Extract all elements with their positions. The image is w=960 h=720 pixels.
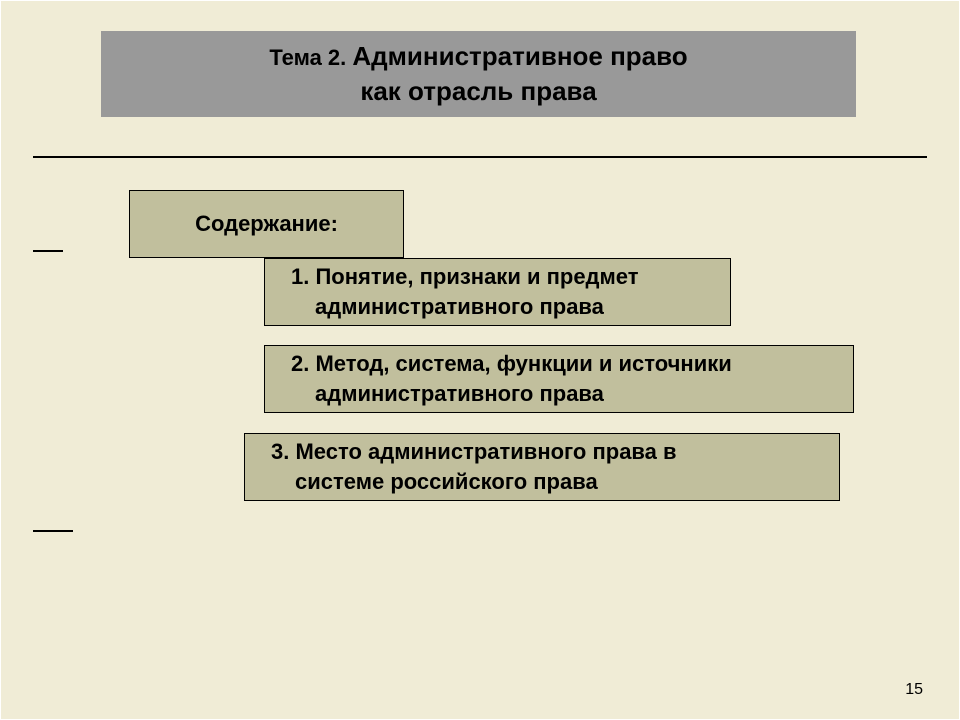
content-item-2-line2: административного права <box>291 379 853 409</box>
content-item-3: 3. Место административного права в систе… <box>244 433 840 501</box>
contents-label: Содержание: <box>195 211 338 237</box>
horizontal-rule <box>33 156 927 158</box>
title-line-2: как отрасль права <box>360 74 596 109</box>
content-item-2: 2. Метод, система, функции и источники а… <box>264 345 854 413</box>
contents-label-box: Содержание: <box>129 190 404 258</box>
title-bar: Тема 2. Административное право как отрас… <box>101 31 856 117</box>
content-item-3-line1: 3. Место административного права в <box>271 437 839 467</box>
content-item-2-line1: 2. Метод, система, функции и источники <box>291 349 853 379</box>
content-item-3-line2: системе российского права <box>271 467 839 497</box>
title-prefix: Тема 2. <box>269 45 352 70</box>
title-line-1: Тема 2. Административное право <box>269 39 687 74</box>
page-number: 15 <box>905 681 923 699</box>
slide: Тема 2. Административное право как отрас… <box>1 1 959 719</box>
content-item-1-line1: 1. Понятие, признаки и предмет <box>291 262 730 292</box>
theme-tick-1 <box>33 250 63 252</box>
title-rest: Административное право <box>352 41 687 71</box>
content-item-1-line2: административного права <box>291 292 730 322</box>
content-item-1: 1. Понятие, признаки и предмет администр… <box>264 258 731 326</box>
theme-tick-2 <box>33 530 73 532</box>
